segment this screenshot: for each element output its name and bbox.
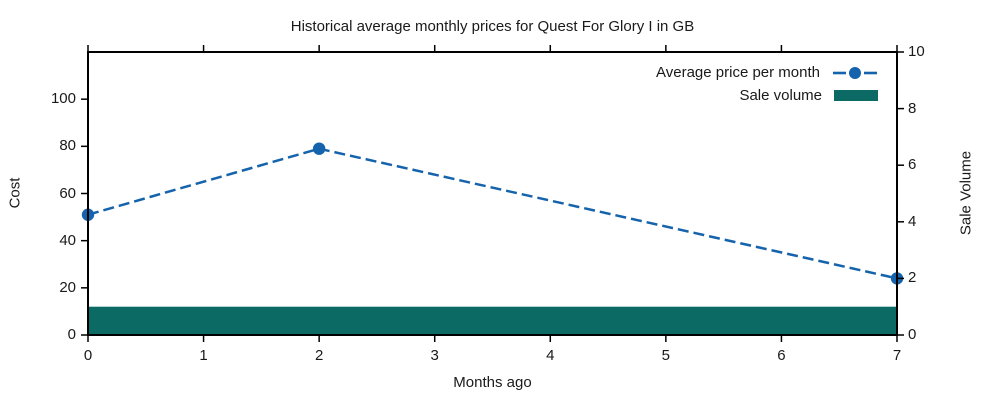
price-point-marker xyxy=(312,142,326,155)
y-right-tick-label: 10 xyxy=(908,43,925,60)
x-axis-label: Months ago xyxy=(453,374,532,391)
y-left-tick-label: 60 xyxy=(59,184,76,202)
y-left-tick-label: 40 xyxy=(59,231,76,249)
y-right-tick-label: 8 xyxy=(908,99,917,117)
legend: Average price per month Sale volume xyxy=(656,62,878,106)
y-right-tick-label: 4 xyxy=(908,212,917,230)
x-tick-label: 2 xyxy=(314,347,324,364)
y-left-tick-label: 20 xyxy=(59,278,76,296)
x-tick-label: 6 xyxy=(777,347,786,364)
dashed-line-marker-icon xyxy=(833,66,877,79)
y-left-tick-label: 100 xyxy=(50,90,76,108)
y-right-tick-label: 0 xyxy=(908,326,917,343)
x-tick-label: 1 xyxy=(199,347,208,364)
right-axis-label: Sale Volume xyxy=(957,150,975,236)
legend-label-price: Average price per month xyxy=(656,64,820,81)
y-left-tick-label: 0 xyxy=(67,326,76,343)
y-right-tick-label: 6 xyxy=(908,156,917,174)
x-tick-label: 7 xyxy=(892,347,902,364)
x-tick-label: 4 xyxy=(546,347,555,364)
x-tick-label: 3 xyxy=(430,347,439,364)
chart-title: Historical average monthly prices for Qu… xyxy=(290,18,695,35)
bar-swatch-icon xyxy=(834,90,878,101)
y-right-tick-label: 2 xyxy=(908,269,917,287)
x-tick-label: 5 xyxy=(661,347,671,364)
legend-item-volume: Sale volume xyxy=(739,85,878,106)
price-line xyxy=(87,147,898,280)
sale-volume-band xyxy=(88,306,897,335)
x-tick-label: 0 xyxy=(83,347,93,364)
y-left-tick-label: 80 xyxy=(59,137,76,155)
legend-item-price: Average price per month xyxy=(656,62,878,83)
legend-label-volume: Sale volume xyxy=(739,87,822,104)
